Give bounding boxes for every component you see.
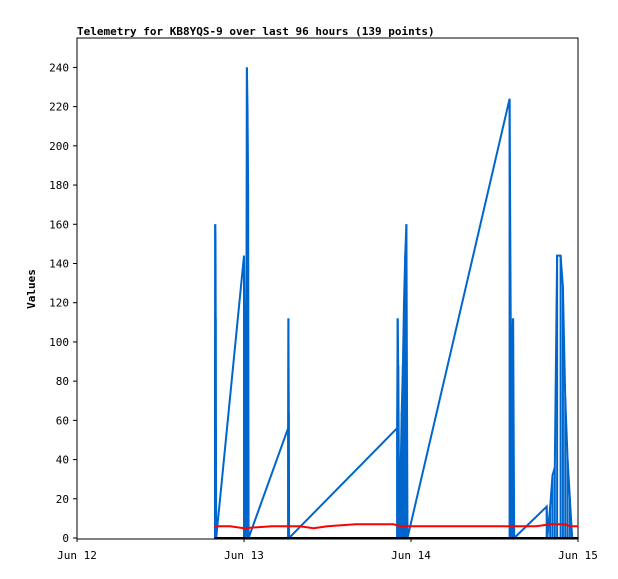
data-point: [577, 525, 579, 528]
y-tick-label: 100: [49, 336, 69, 349]
x-tick-label: Jun 15: [558, 549, 598, 562]
y-tick-label: 200: [49, 140, 69, 153]
y-tick-label: 240: [49, 61, 69, 74]
data-point: [271, 525, 273, 528]
y-tick-label: 20: [56, 493, 69, 506]
y-tick-label: 0: [62, 532, 69, 545]
series-1: [214, 523, 579, 530]
data-point: [399, 525, 402, 528]
y-tick-label: 160: [49, 218, 69, 231]
y-tick-label: 60: [56, 414, 69, 427]
y-tick-label: 120: [49, 297, 69, 310]
x-tick-label: Jun 13: [224, 549, 264, 562]
data-point: [214, 537, 216, 539]
data-point: [570, 525, 572, 528]
data-point: [451, 525, 454, 528]
x-tick-label: Jun 12: [57, 549, 97, 562]
chart-title: Telemetry for KB8YQS-9 over last 96 hour…: [77, 25, 435, 38]
data-point: [577, 537, 579, 539]
data-point: [243, 527, 245, 529]
y-tick-label: 80: [56, 375, 69, 388]
data-point: [214, 525, 216, 528]
series-2: [214, 537, 579, 539]
data-point: [535, 525, 538, 528]
y-tick-label: 220: [49, 101, 69, 114]
data-point: [354, 523, 357, 526]
y-axis-label: Values: [25, 269, 38, 309]
y-axis: 0 20 40 60 80 100 120 140 160 180 200 220 240: [49, 61, 77, 545]
y-tick-label: 180: [49, 179, 69, 192]
data-point: [229, 525, 231, 528]
y-tick-label: 40: [56, 454, 69, 467]
data-point: [326, 525, 329, 528]
series-line: [215, 523, 578, 530]
data-point: [549, 523, 551, 526]
x-tick-label: Jun 14: [391, 549, 431, 562]
y-tick-label: 140: [49, 257, 69, 270]
data-point: [392, 523, 395, 526]
data-point: [312, 527, 315, 529]
series-0: [214, 67, 574, 541]
series-layer: [214, 67, 579, 541]
data-point: [298, 525, 301, 528]
data-point: [563, 523, 565, 526]
x-axis: Jun 12 Jun 13 Jun 14 Jun 15: [57, 538, 598, 562]
